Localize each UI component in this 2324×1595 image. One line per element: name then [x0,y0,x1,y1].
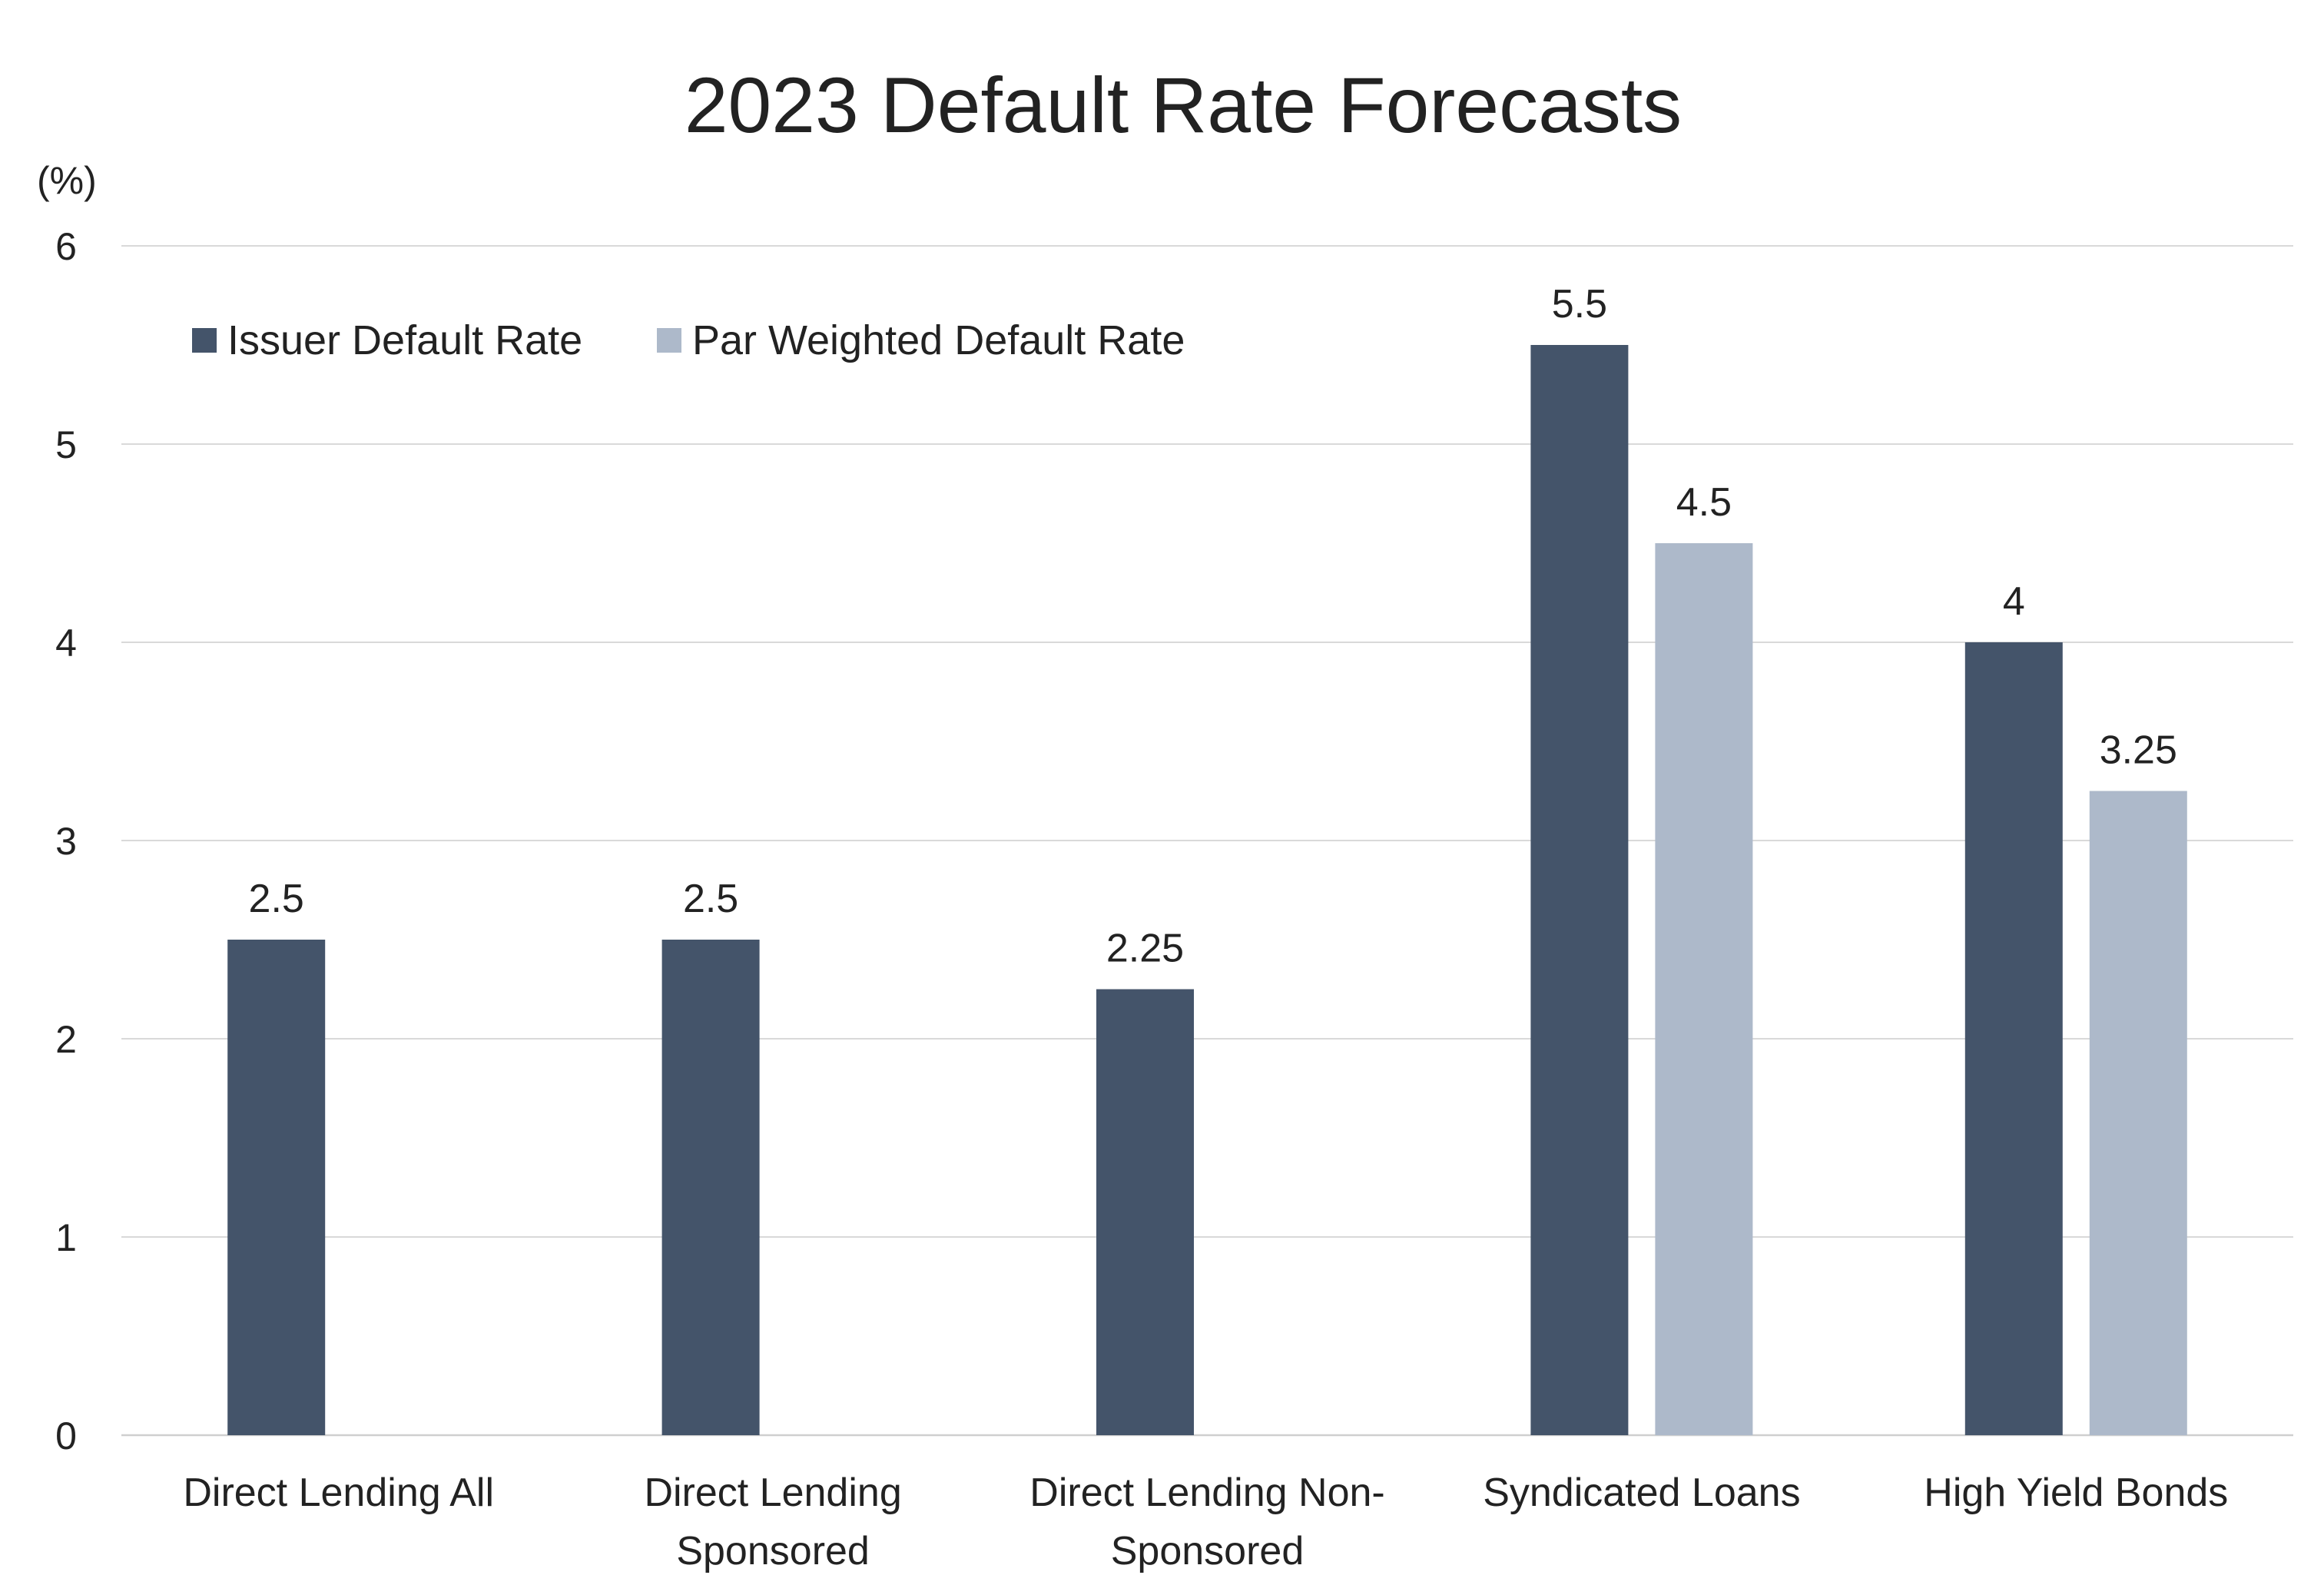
bar-issuer [661,940,760,1435]
chart-title: 2023 Default Rate Forecasts [685,61,1682,149]
y-tick-label: 0 [55,1414,77,1457]
x-tick-label-line: Sponsored [676,1529,870,1573]
data-label: 2.5 [249,877,304,921]
y-tick-label: 5 [55,423,77,466]
x-tick-label: Direct Lending Non- Sponsored [1029,1471,1384,1573]
data-labels: 2.5 2.5 2.25 5.5 4.5 4 3.25 [249,282,2177,971]
y-tick-label: 2 [55,1018,77,1061]
bars [227,345,2187,1435]
data-label: 4 [2003,579,2025,624]
y-axis-ticks: 0 1 2 3 4 5 6 [55,225,77,1457]
bar-issuer [1096,989,1194,1435]
x-tick-label: Direct Lending All [183,1471,494,1515]
y-tick-label: 1 [55,1216,77,1259]
bar-issuer [227,940,326,1435]
data-label: 4.5 [1676,480,1732,525]
x-tick-label: Syndicated Loans [1483,1471,1800,1515]
x-tick-label-line: Direct Lending All [183,1471,494,1515]
legend: Issuer Default Rate Par Weighted Default … [192,317,1185,363]
x-axis-ticks: Direct Lending All Direct Lending Sponsore… [183,1471,2228,1573]
data-label: 2.25 [1106,927,1184,971]
bar-issuer [1530,345,1629,1435]
bar-par-weighted [2089,791,2187,1435]
x-tick-label: High Yield Bonds [1924,1471,2228,1515]
x-tick-label-line: Direct Lending Non- [1029,1471,1384,1515]
legend-swatch [192,328,217,353]
data-label: 5.5 [1552,282,1607,327]
data-label: 2.5 [683,877,738,921]
bar-issuer [1964,642,2063,1435]
legend-swatch [657,328,681,353]
x-tick-label-line: Syndicated Loans [1483,1471,1800,1515]
bar-par-weighted [1655,543,1753,1435]
x-tick-label-line: Direct Lending [644,1471,901,1515]
y-tick-label: 3 [55,820,77,863]
y-tick-label: 4 [55,622,77,665]
x-tick-label: Direct Lending Sponsored [644,1471,901,1573]
gridlines [121,245,2293,1437]
legend-label: Par Weighted Default Rate [692,317,1185,363]
y-axis-unit-label: (%) [37,159,97,202]
data-label: 3.25 [2100,728,2177,773]
legend-label: Issuer Default Rate [227,317,582,363]
y-tick-label: 6 [55,225,77,268]
x-tick-label-line: Sponsored [1111,1529,1305,1573]
x-tick-label-line: High Yield Bonds [1924,1471,2228,1515]
